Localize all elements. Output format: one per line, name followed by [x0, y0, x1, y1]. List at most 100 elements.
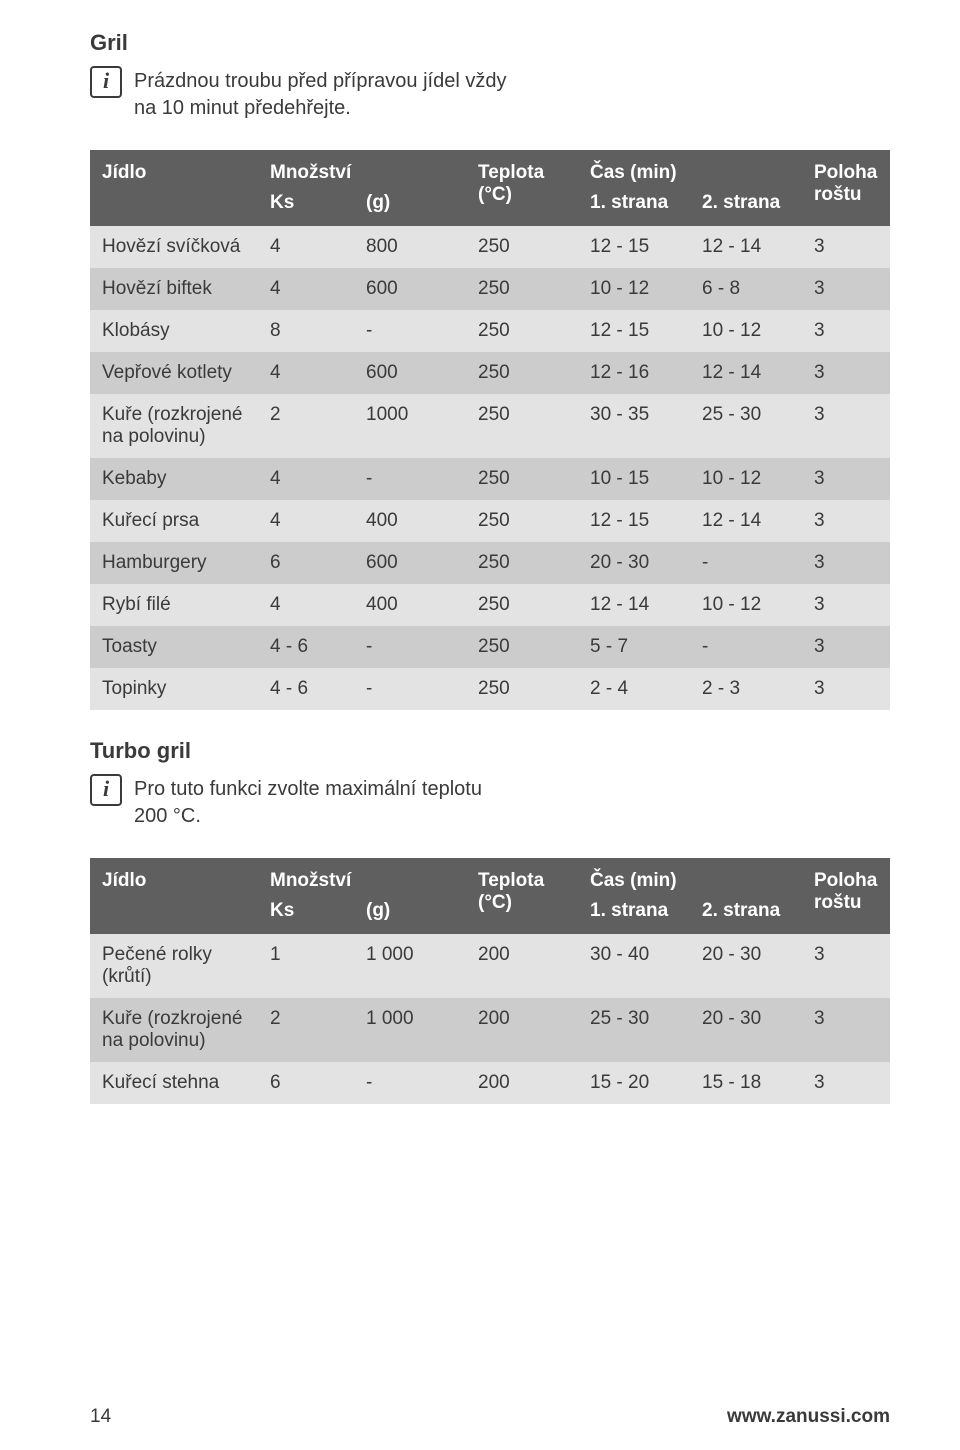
cell: - [690, 626, 802, 668]
table-row: Pečené rolky (krůtí)11 00020030 - 4020 -… [90, 934, 890, 998]
cell: 3 [802, 934, 890, 998]
cell: 3 [802, 394, 890, 458]
cell: Toasty [90, 626, 258, 668]
info-box-2: i Pro tuto funkci zvolte maximální teplo… [90, 774, 890, 830]
cell: 3 [802, 310, 890, 352]
table-row: Kuře (rozkrojené na polovinu)2100025030 … [90, 394, 890, 458]
table-row: Topinky4 - 6-2502 - 42 - 33 [90, 668, 890, 710]
table-row: Rybí filé440025012 - 1410 - 123 [90, 584, 890, 626]
th-temp: Teplota (°C) [466, 150, 578, 226]
th-food: Jídlo [90, 858, 258, 934]
table-row: Hovězí biftek460025010 - 126 - 83 [90, 268, 890, 310]
table-row: Hamburgery660025020 - 30-3 [90, 542, 890, 584]
cell: 4 [258, 226, 354, 268]
th-t2: 2. strana [690, 900, 802, 934]
cell: 3 [802, 500, 890, 542]
th-pos: Poloha roštu [802, 858, 890, 934]
cell: - [354, 310, 466, 352]
cell: 250 [466, 626, 578, 668]
cell: 3 [802, 542, 890, 584]
section-title-gril: Gril [90, 30, 890, 56]
info-icon: i [90, 774, 122, 806]
cell: Kuře (rozkrojené na polovinu) [90, 394, 258, 458]
cell: 3 [802, 584, 890, 626]
cell: 3 [802, 226, 890, 268]
th-food: Jídlo [90, 150, 258, 226]
table-row: Kuře (rozkrojené na polovinu)21 00020025… [90, 998, 890, 1062]
cell: 250 [466, 268, 578, 310]
cell: 12 - 15 [578, 310, 690, 352]
table-gril: Jídlo Množství Teplota (°C) Čas (min) Po… [90, 150, 890, 710]
table-row: Kuřecí prsa440025012 - 1512 - 143 [90, 500, 890, 542]
cell: 250 [466, 394, 578, 458]
cell: 6 - 8 [690, 268, 802, 310]
cell: 4 [258, 268, 354, 310]
table-body-2: Pečené rolky (krůtí)11 00020030 - 4020 -… [90, 934, 890, 1104]
cell: 8 [258, 310, 354, 352]
th-qty: Množství [258, 858, 466, 900]
table-row: Kuřecí stehna6-20015 - 2015 - 183 [90, 1062, 890, 1104]
cell: 3 [802, 1062, 890, 1104]
info-icon: i [90, 66, 122, 98]
cell: 250 [466, 542, 578, 584]
cell: 15 - 20 [578, 1062, 690, 1104]
cell: Hamburgery [90, 542, 258, 584]
cell: 3 [802, 668, 890, 710]
cell: 10 - 12 [578, 268, 690, 310]
footer-url: www.zanussi.com [727, 1406, 890, 1428]
th-t1: 1. strana [578, 900, 690, 934]
cell: 250 [466, 352, 578, 394]
cell: 600 [354, 542, 466, 584]
cell: Klobásy [90, 310, 258, 352]
cell: Topinky [90, 668, 258, 710]
cell: 12 - 15 [578, 500, 690, 542]
info-text-2: Pro tuto funkci zvolte maximální teplotu… [134, 774, 514, 830]
cell: Kuřecí stehna [90, 1062, 258, 1104]
page-footer: 14 www.zanussi.com [90, 1406, 890, 1428]
cell: 30 - 40 [578, 934, 690, 998]
cell: 25 - 30 [578, 998, 690, 1062]
cell: - [354, 626, 466, 668]
page: Gril i Prázdnou troubu před přípravou jí… [0, 0, 960, 1450]
section-title-turbo: Turbo gril [90, 738, 890, 764]
table-row: Hovězí svíčková480025012 - 1512 - 143 [90, 226, 890, 268]
cell: 200 [466, 998, 578, 1062]
cell: 800 [354, 226, 466, 268]
cell: Pečené rolky (krůtí) [90, 934, 258, 998]
cell: Vepřové kotlety [90, 352, 258, 394]
cell: 10 - 15 [578, 458, 690, 500]
table-body-1: Hovězí svíčková480025012 - 1512 - 143Hov… [90, 226, 890, 710]
table-row: Klobásy8-25012 - 1510 - 123 [90, 310, 890, 352]
cell: 2 [258, 394, 354, 458]
th-temp: Teplota (°C) [466, 858, 578, 934]
cell: 400 [354, 584, 466, 626]
cell: Hovězí biftek [90, 268, 258, 310]
info-text-1: Prázdnou troubu před přípravou jídel vžd… [134, 66, 514, 122]
cell: Hovězí svíčková [90, 226, 258, 268]
cell: 4 - 6 [258, 626, 354, 668]
cell: 20 - 30 [578, 542, 690, 584]
cell: 200 [466, 934, 578, 998]
cell: 12 - 16 [578, 352, 690, 394]
cell: 250 [466, 584, 578, 626]
cell: 3 [802, 998, 890, 1062]
cell: Kuřecí prsa [90, 500, 258, 542]
table-row: Vepřové kotlety460025012 - 1612 - 143 [90, 352, 890, 394]
cell: 250 [466, 458, 578, 500]
cell: 400 [354, 500, 466, 542]
cell: Kuře (rozkrojené na polovinu) [90, 998, 258, 1062]
info-box-1: i Prázdnou troubu před přípravou jídel v… [90, 66, 890, 122]
cell: 5 - 7 [578, 626, 690, 668]
cell: 2 - 4 [578, 668, 690, 710]
cell: 1 [258, 934, 354, 998]
cell: - [354, 458, 466, 500]
cell: 6 [258, 542, 354, 584]
cell: 10 - 12 [690, 458, 802, 500]
table-turbo: Jídlo Množství Teplota (°C) Čas (min) Po… [90, 858, 890, 1104]
th-g: (g) [354, 900, 466, 934]
cell: 4 [258, 584, 354, 626]
cell: 20 - 30 [690, 934, 802, 998]
cell: 15 - 18 [690, 1062, 802, 1104]
cell: 3 [802, 352, 890, 394]
table-head: Jídlo Množství Teplota (°C) Čas (min) Po… [90, 150, 890, 226]
